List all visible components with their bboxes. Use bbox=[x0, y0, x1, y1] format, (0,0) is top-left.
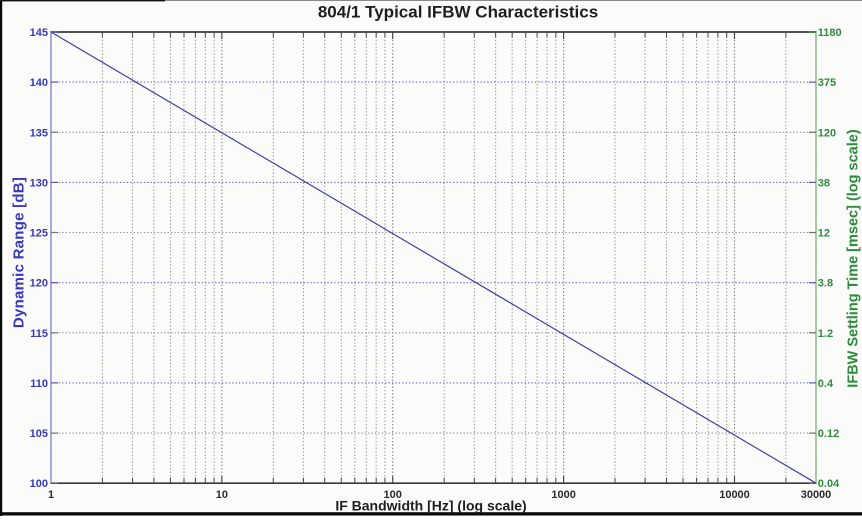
svg-text:100: 100 bbox=[384, 489, 402, 501]
svg-text:125: 125 bbox=[30, 228, 48, 240]
svg-text:375: 375 bbox=[818, 77, 836, 89]
svg-text:120: 120 bbox=[818, 127, 836, 139]
svg-text:0.4: 0.4 bbox=[818, 378, 834, 390]
svg-text:Dynamic Range [dB]: Dynamic Range [dB] bbox=[11, 177, 28, 328]
svg-text:0.12: 0.12 bbox=[818, 428, 839, 440]
svg-text:1.2: 1.2 bbox=[818, 328, 833, 340]
svg-text:1000: 1000 bbox=[551, 489, 575, 501]
svg-text:0.04: 0.04 bbox=[818, 478, 840, 490]
svg-text:38: 38 bbox=[818, 177, 830, 189]
svg-text:10000: 10000 bbox=[719, 489, 750, 501]
svg-text:115: 115 bbox=[30, 328, 48, 340]
svg-text:100: 100 bbox=[30, 478, 48, 490]
svg-text:IF Bandwidth [Hz] (log scale): IF Bandwidth [Hz] (log scale) bbox=[335, 498, 526, 514]
svg-text:145: 145 bbox=[30, 27, 48, 39]
svg-text:135: 135 bbox=[30, 127, 48, 139]
svg-text:3.8: 3.8 bbox=[818, 278, 833, 290]
svg-text:30000: 30000 bbox=[801, 489, 832, 501]
svg-text:804/1 Typical IFBW Characteris: 804/1 Typical IFBW Characteristics bbox=[318, 3, 598, 22]
svg-text:1180: 1180 bbox=[818, 27, 842, 39]
svg-text:120: 120 bbox=[30, 278, 48, 290]
svg-text:10: 10 bbox=[216, 489, 228, 501]
svg-text:110: 110 bbox=[30, 378, 48, 390]
svg-text:1: 1 bbox=[48, 489, 54, 501]
svg-text:130: 130 bbox=[30, 177, 48, 189]
svg-text:140: 140 bbox=[30, 77, 48, 89]
svg-text:12: 12 bbox=[818, 228, 830, 240]
svg-text:IFBW Settling Time [msec] (log: IFBW Settling Time [msec] (log scale) bbox=[845, 129, 861, 388]
svg-text:105: 105 bbox=[30, 428, 48, 440]
